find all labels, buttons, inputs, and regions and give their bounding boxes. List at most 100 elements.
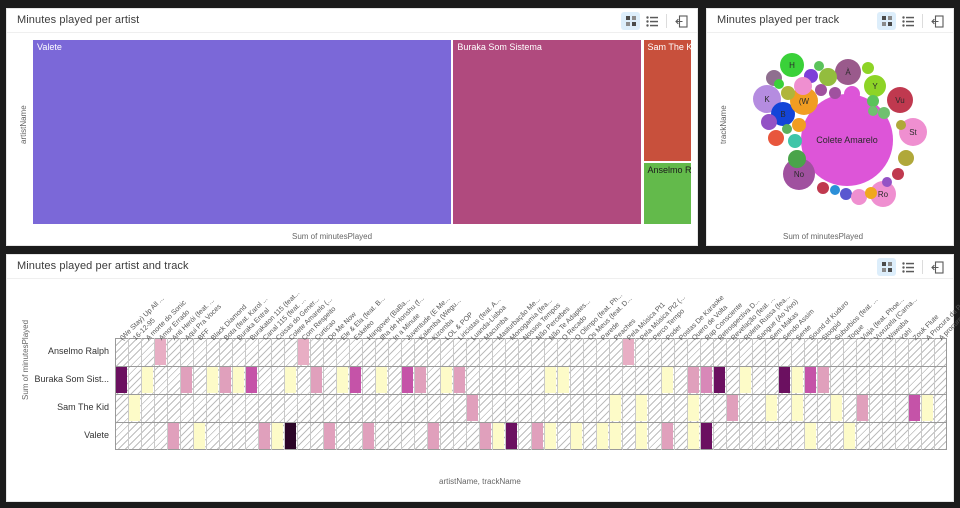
bubble[interactable]: [865, 187, 877, 199]
heatmap-cell[interactable]: [545, 423, 556, 449]
drill-filter-icon[interactable]: [877, 258, 896, 276]
list-icon[interactable]: [898, 12, 917, 30]
heatmap-cell[interactable]: [831, 395, 842, 421]
heatmap-cell[interactable]: [376, 367, 387, 393]
heatmap-cell[interactable]: [571, 423, 582, 449]
heatmap-cell[interactable]: [714, 367, 725, 393]
heatmap-cell[interactable]: [428, 423, 439, 449]
bubble-labeled[interactable]: Y: [864, 75, 886, 97]
bubble[interactable]: [829, 87, 841, 99]
heatmap-cell[interactable]: [779, 367, 790, 393]
heatmap-cell[interactable]: [441, 367, 452, 393]
heatmap-cell[interactable]: [909, 395, 920, 421]
bubble[interactable]: [792, 118, 806, 132]
bubble[interactable]: [788, 150, 806, 168]
treemap-cell[interactable]: Anselmo Ralph: [642, 162, 692, 225]
heatmap-cell[interactable]: [194, 423, 205, 449]
bubble[interactable]: [781, 86, 795, 100]
bubble-chart[interactable]: Colete Amarelo No K B (W H À Y Vu St Ro: [1, 1, 960, 239]
heatmap-cell[interactable]: [506, 423, 517, 449]
heatmap-cell[interactable]: [350, 367, 361, 393]
heatmap-cell[interactable]: [636, 423, 647, 449]
heatmap-cell[interactable]: [688, 395, 699, 421]
list-icon[interactable]: [642, 12, 661, 30]
focus-mode-icon[interactable]: [672, 12, 691, 30]
heatmap-cell[interactable]: [155, 339, 166, 365]
heatmap-cell[interactable]: [324, 423, 335, 449]
heatmap-cell[interactable]: [272, 423, 283, 449]
heatmap-cell[interactable]: [181, 367, 192, 393]
drill-filter-icon[interactable]: [877, 12, 896, 30]
heatmap-cell[interactable]: [415, 367, 426, 393]
heatmap-cell[interactable]: [610, 395, 621, 421]
focus-mode-icon[interactable]: [928, 258, 947, 276]
heatmap-cell[interactable]: [857, 395, 868, 421]
heatmap-cell[interactable]: [805, 423, 816, 449]
heatmap-cell[interactable]: [558, 367, 569, 393]
heatmap-cell[interactable]: [532, 423, 543, 449]
heatmap-cell[interactable]: [662, 423, 673, 449]
bubble[interactable]: [844, 86, 860, 102]
heatmap-cell[interactable]: [922, 395, 933, 421]
heatmap-cell[interactable]: [701, 423, 712, 449]
heatmap-cell[interactable]: [207, 367, 218, 393]
bubble[interactable]: [868, 106, 878, 116]
bubble[interactable]: [867, 95, 879, 107]
heatmap-cell[interactable]: [688, 367, 699, 393]
heatmap-cell[interactable]: [727, 395, 738, 421]
heatmap-cell[interactable]: [597, 423, 608, 449]
bubble-labeled[interactable]: H: [780, 53, 804, 77]
heatmap-cell[interactable]: [662, 367, 673, 393]
bubble[interactable]: [782, 124, 792, 134]
heatmap-cell[interactable]: [467, 395, 478, 421]
bubble[interactable]: [898, 150, 914, 166]
heatmap-cell[interactable]: [259, 423, 270, 449]
treemap-cell[interactable]: Buraka Som Sistema: [452, 39, 643, 225]
heatmap-cell[interactable]: [285, 367, 296, 393]
heatmap-cell[interactable]: [701, 367, 712, 393]
heatmap-cell[interactable]: [740, 367, 751, 393]
heatmap-cell[interactable]: [493, 423, 504, 449]
heatmap-cell[interactable]: [454, 367, 465, 393]
bubble-labeled[interactable]: À: [835, 59, 861, 85]
heatmap-cell[interactable]: [220, 367, 231, 393]
focus-mode-icon[interactable]: [928, 12, 947, 30]
treemap-cell[interactable]: Valete: [32, 39, 453, 225]
bubble[interactable]: [768, 130, 784, 146]
bubble[interactable]: [882, 177, 892, 187]
bubble[interactable]: [794, 77, 812, 95]
heatmap-chart[interactable]: Anselmo Ralph Buraka Som Sist... Sam The K…: [7, 255, 960, 503]
bubble[interactable]: [878, 107, 890, 119]
heatmap-cell[interactable]: [818, 367, 829, 393]
list-icon[interactable]: [898, 258, 917, 276]
heatmap-cell[interactable]: [246, 367, 257, 393]
bubble[interactable]: [761, 114, 777, 130]
heatmap-cell[interactable]: [311, 367, 322, 393]
heatmap-cell[interactable]: [610, 423, 621, 449]
bubble[interactable]: [862, 62, 874, 74]
heatmap-cell[interactable]: [792, 367, 803, 393]
heatmap-cell[interactable]: [402, 367, 413, 393]
treemap-cell[interactable]: Sam The Kid: [642, 39, 692, 163]
heatmap-cell[interactable]: [298, 339, 309, 365]
drill-filter-icon[interactable]: [621, 12, 640, 30]
heatmap-cell[interactable]: [792, 395, 803, 421]
bubble[interactable]: [814, 61, 824, 71]
heatmap-cell[interactable]: [766, 395, 777, 421]
bubble[interactable]: [896, 120, 906, 130]
heatmap-cell[interactable]: [129, 395, 140, 421]
heatmap-cell[interactable]: [233, 367, 244, 393]
heatmap-cell[interactable]: [805, 367, 816, 393]
heatmap-cell[interactable]: [844, 423, 855, 449]
bubble[interactable]: [788, 134, 802, 148]
heatmap-cell[interactable]: [116, 367, 127, 393]
heatmap-cell[interactable]: [285, 423, 296, 449]
bubble[interactable]: [817, 182, 829, 194]
heatmap-cell[interactable]: [168, 423, 179, 449]
bubble[interactable]: [851, 189, 867, 205]
heatmap-cell[interactable]: [623, 339, 634, 365]
heatmap-cell[interactable]: [142, 367, 153, 393]
heatmap-cell[interactable]: [337, 367, 348, 393]
heatmap-cell[interactable]: [688, 423, 699, 449]
heatmap-cell[interactable]: [636, 395, 647, 421]
